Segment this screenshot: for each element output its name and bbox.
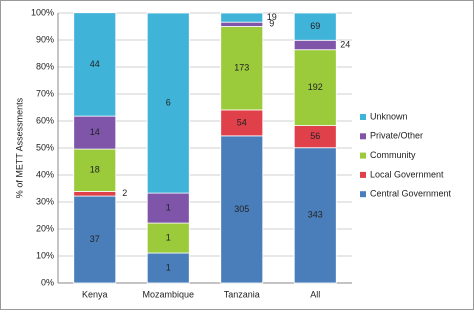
legend-label: Local Government bbox=[370, 169, 444, 179]
data-label: 14 bbox=[90, 127, 100, 137]
legend-label: Unknown bbox=[370, 111, 408, 121]
legend-swatch bbox=[360, 114, 366, 120]
legend-swatch bbox=[360, 171, 366, 178]
y-tick-label: 60% bbox=[36, 115, 54, 125]
y-tick-label: 50% bbox=[36, 142, 54, 152]
data-label: 192 bbox=[308, 82, 323, 92]
data-label: 44 bbox=[90, 59, 100, 69]
data-label: 9 bbox=[269, 19, 274, 29]
legend-swatch bbox=[360, 191, 366, 198]
legend-label: Central Government bbox=[370, 189, 452, 199]
legend-label: Community bbox=[370, 150, 416, 160]
bar-segment bbox=[293, 12, 337, 41]
data-label: 69 bbox=[310, 21, 320, 31]
x-tick-label: Kenya bbox=[82, 289, 108, 299]
data-label: 6 bbox=[166, 97, 171, 107]
x-tick-label: All bbox=[310, 289, 320, 299]
data-label: 24 bbox=[340, 39, 350, 49]
y-tick-label: 90% bbox=[36, 34, 54, 44]
legend-label: Private/Other bbox=[370, 131, 423, 141]
bar-segment bbox=[73, 148, 117, 192]
bar-segment bbox=[220, 26, 264, 111]
data-label: 18 bbox=[90, 165, 100, 175]
bar-segment bbox=[146, 12, 190, 194]
data-label: 1 bbox=[166, 262, 171, 272]
y-tick-label: 70% bbox=[36, 88, 54, 98]
y-tick-label: 10% bbox=[36, 250, 54, 260]
bar-segment bbox=[146, 192, 190, 224]
y-tick-label: 100% bbox=[31, 7, 54, 17]
x-tick-label: Tanzania bbox=[224, 289, 260, 299]
bar-segment bbox=[293, 147, 337, 284]
y-tick-label: 20% bbox=[36, 223, 54, 233]
legend-swatch bbox=[360, 152, 366, 159]
y-axis-title: % of METT Assessments bbox=[14, 97, 24, 198]
bar-segment bbox=[73, 12, 117, 117]
data-label: 343 bbox=[308, 210, 323, 220]
data-label: 2 bbox=[122, 188, 127, 198]
bar-segment bbox=[73, 195, 117, 284]
x-tick-label: Mozambique bbox=[142, 289, 194, 299]
data-label: 305 bbox=[234, 204, 249, 214]
data-label: 1 bbox=[166, 202, 171, 212]
y-tick-label: 40% bbox=[36, 169, 54, 179]
bar-segment bbox=[146, 222, 190, 254]
y-tick-label: 0% bbox=[41, 277, 54, 287]
data-label: 1 bbox=[166, 232, 171, 242]
y-tick-label: 30% bbox=[36, 196, 54, 206]
data-label: 37 bbox=[90, 234, 100, 244]
data-label: 54 bbox=[237, 117, 247, 127]
bar-segment bbox=[220, 135, 264, 284]
data-label: 173 bbox=[234, 63, 249, 73]
data-label: 56 bbox=[310, 131, 320, 141]
bar-segment bbox=[73, 191, 117, 197]
bar-segment bbox=[293, 49, 337, 126]
y-tick-label: 80% bbox=[36, 61, 54, 71]
bar-segment bbox=[220, 12, 264, 23]
bar-segment bbox=[220, 21, 264, 27]
data-label: 19 bbox=[267, 12, 277, 22]
bar-segment bbox=[293, 39, 337, 51]
bar-segment bbox=[146, 252, 190, 284]
legend-swatch bbox=[360, 133, 366, 140]
bar-segment bbox=[73, 115, 117, 150]
